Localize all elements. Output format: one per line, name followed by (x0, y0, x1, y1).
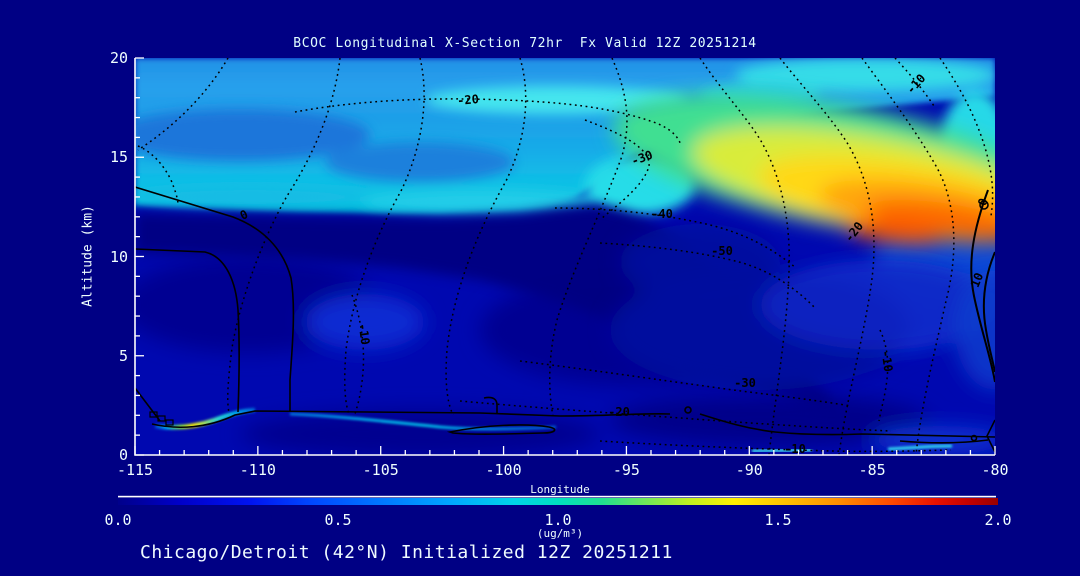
x-tick-label: -115 (116, 461, 154, 479)
x-tick-label: -105 (362, 461, 399, 479)
contour-label: -10 (784, 442, 806, 456)
caption: Chicago/Detroit (42°N) Initialized 12Z 2… (140, 542, 673, 563)
colorbar-tick-label: 1.5 (764, 511, 792, 529)
y-tick-label: 5 (118, 346, 128, 365)
filled-contour-field (135, 58, 995, 455)
x-tick-label: -90 (735, 461, 763, 479)
contour-lines (135, 58, 995, 455)
plot-title: BCOC Longitudinal X-Section 72hr Fx Vali… (293, 36, 757, 51)
x-tick-label: -100 (485, 461, 522, 479)
x-tick-label: -85 (858, 461, 886, 479)
colorbar-tick-label: 0.0 (104, 511, 132, 529)
contour-label: -50 (711, 244, 733, 258)
colorbar-tick-label: 2.0 (984, 511, 1012, 529)
x-tick-label: -110 (239, 461, 276, 479)
solid-contours (135, 186, 995, 453)
y-tick-label: 15 (109, 148, 128, 167)
contour-label: -40 (651, 207, 673, 221)
contour-label: -20 (608, 405, 630, 419)
colorbar-top-line (118, 495, 996, 498)
y-tick-label: 0 (118, 446, 128, 464)
y-tick-label: 20 (109, 49, 128, 67)
dotted-contours (137, 58, 994, 455)
colorbar-tick-label: 1.0 (544, 511, 572, 529)
colorbar (118, 495, 998, 505)
axis-ticks (134, 57, 996, 456)
x-tick-label: -95 (612, 461, 640, 479)
colorbar-tick-label: 0.5 (324, 511, 352, 529)
x-tick-label: -80 (981, 461, 1009, 479)
contour-label: -20 (456, 92, 480, 108)
contour-label: -10 (878, 349, 896, 373)
x-axis-title: Longitude (530, 483, 590, 496)
colorbar-unit: (ug/m³) (536, 527, 584, 540)
y-tick-label: 10 (109, 247, 128, 266)
contour-label: -10 (355, 322, 373, 346)
contour-label: -30 (734, 376, 756, 390)
colorbar-gradient (118, 498, 998, 505)
